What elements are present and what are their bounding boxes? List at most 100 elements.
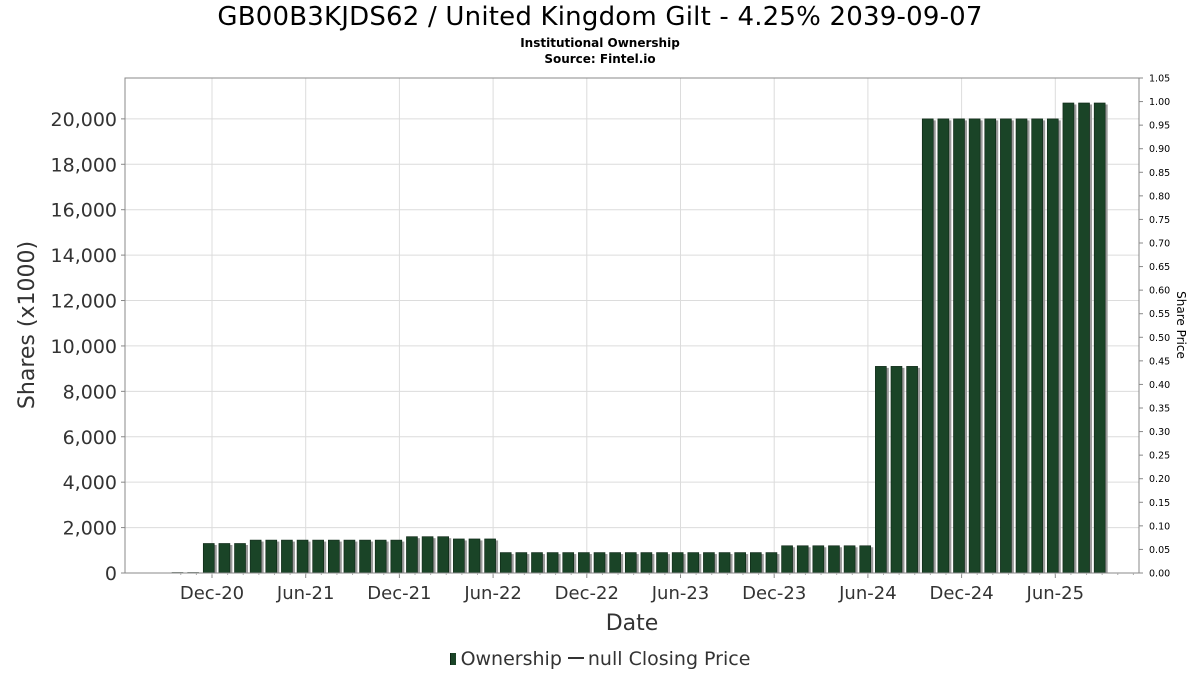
y2-tick-label: 0.00 bbox=[1149, 569, 1170, 580]
ownership-bar bbox=[593, 552, 606, 574]
ownership-bar bbox=[671, 552, 684, 574]
ownership-bar bbox=[453, 538, 465, 574]
ownership-bar bbox=[781, 545, 793, 574]
ownership-bar bbox=[765, 552, 778, 574]
x-tick-label: Dec-23 bbox=[742, 583, 806, 604]
x-tick-label: Dec-20 bbox=[180, 583, 244, 604]
ownership-bar bbox=[390, 539, 403, 574]
x-tick-label: Dec-21 bbox=[367, 583, 431, 604]
ownership-swatch bbox=[449, 653, 456, 665]
ownership-bar bbox=[1000, 118, 1012, 574]
ownership-bar bbox=[374, 539, 387, 574]
ownership-bar bbox=[296, 539, 309, 574]
y-tick-label: 2,000 bbox=[63, 518, 117, 540]
y2-tick-label: 0.35 bbox=[1149, 404, 1170, 415]
ownership-bar bbox=[640, 552, 653, 574]
y2-tick-label: 0.95 bbox=[1149, 121, 1170, 132]
ownership-bar bbox=[812, 545, 825, 574]
ownership-bar bbox=[875, 366, 887, 574]
ownership-bar bbox=[796, 545, 809, 574]
x-axis-label: Date bbox=[606, 611, 659, 636]
ownership-bar bbox=[515, 552, 528, 574]
y2-tick-label: 0.40 bbox=[1149, 380, 1170, 391]
ownership-bar bbox=[921, 118, 934, 574]
ownership-bar bbox=[406, 536, 418, 574]
y-tick-label: 20,000 bbox=[51, 109, 117, 131]
y-tick-label: 18,000 bbox=[51, 154, 117, 176]
y-tick-label: 10,000 bbox=[51, 336, 117, 358]
ownership-bar bbox=[859, 545, 872, 574]
ownership-bar bbox=[937, 118, 950, 574]
ownership-bar bbox=[1062, 102, 1075, 574]
y-tick-label: 4,000 bbox=[63, 472, 117, 494]
ownership-bar bbox=[249, 539, 262, 574]
ownership-bar bbox=[1015, 118, 1028, 574]
y2-tick-label: 0.10 bbox=[1149, 521, 1170, 532]
y2-tick-label: 0.65 bbox=[1149, 262, 1170, 273]
y-tick-label: 6,000 bbox=[63, 427, 117, 449]
y2-tick-label: 0.55 bbox=[1149, 309, 1170, 320]
y2-tick-label: 0.85 bbox=[1149, 168, 1170, 179]
y2-axis: 0.00 0.05 0.10 0.15 0.20 0.25 0.30 0.35 0.40 0.45… bbox=[1139, 74, 1170, 580]
ownership-bar bbox=[327, 539, 340, 574]
ownership-bar bbox=[578, 552, 590, 574]
y-axis-label: Shares (x1000) bbox=[15, 241, 40, 409]
x-tick-label: Jun-21 bbox=[276, 583, 335, 604]
y-tick-label: 14,000 bbox=[51, 245, 117, 267]
ownership-bar bbox=[953, 118, 965, 574]
ownership-bar bbox=[218, 543, 231, 574]
ownership-bar bbox=[359, 539, 371, 574]
closing-price-line-swatch bbox=[567, 657, 584, 659]
ownership-bar bbox=[703, 552, 715, 574]
ownership-bar bbox=[687, 552, 700, 574]
ownership-bar bbox=[1093, 102, 1106, 574]
y2-tick-label: 0.60 bbox=[1149, 286, 1170, 297]
y2-tick-label: 1.05 bbox=[1149, 74, 1170, 85]
ownership-bar bbox=[1078, 102, 1090, 574]
x-tick-label: Jun-22 bbox=[463, 583, 522, 604]
y2-tick-label: 0.20 bbox=[1149, 474, 1170, 485]
x-tick-label: Jun-25 bbox=[1026, 583, 1085, 604]
ownership-bar bbox=[984, 118, 997, 574]
y2-tick-label: 0.90 bbox=[1149, 144, 1170, 155]
y2-tick-label: 0.45 bbox=[1149, 356, 1170, 367]
y2-tick-label: 0.50 bbox=[1149, 333, 1170, 344]
y2-tick-label: 0.75 bbox=[1149, 215, 1170, 226]
x-tick-label: Dec-22 bbox=[555, 583, 619, 604]
ownership-bar bbox=[484, 538, 496, 574]
chart-subtitle: Institutional Ownership bbox=[520, 36, 680, 50]
ownership-bar bbox=[750, 552, 762, 574]
plot-frame bbox=[124, 77, 1140, 574]
ownership-bar bbox=[718, 552, 731, 574]
y-tick-label: 12,000 bbox=[51, 291, 117, 313]
y-tick-label: 0 bbox=[105, 563, 117, 585]
chart-title: GB00B3KJDS62 / United Kingdom Gilt - 4.2… bbox=[217, 2, 983, 32]
y-axis: 0 2,000 4,000 6,000 8,000 10,000 12,000 14,000 1… bbox=[51, 109, 125, 585]
ownership-bar bbox=[1046, 118, 1059, 574]
chart-source: Source: Fintel.io bbox=[544, 52, 656, 66]
y2-tick-label: 0.15 bbox=[1149, 498, 1170, 509]
ownership-bar bbox=[531, 552, 543, 574]
y2-tick-label: 0.25 bbox=[1149, 451, 1170, 462]
legend: Ownership null Closing Price bbox=[0, 648, 1200, 670]
ownership-bar bbox=[281, 539, 293, 574]
ownership-bar bbox=[562, 552, 575, 574]
ownership-bar bbox=[343, 539, 356, 574]
ownership-bar bbox=[656, 552, 668, 574]
ownership-bar bbox=[890, 366, 903, 574]
ownership-bar bbox=[202, 543, 215, 574]
ownership-bar bbox=[421, 536, 434, 574]
y2-tick-label: 0.30 bbox=[1149, 427, 1170, 438]
ownership-bar bbox=[546, 552, 559, 574]
y2-tick-label: 0.80 bbox=[1149, 191, 1170, 202]
ownership-bar bbox=[843, 545, 856, 574]
ownership-bar bbox=[468, 538, 481, 574]
y2-tick-label: 0.05 bbox=[1149, 545, 1170, 556]
ownership-bar bbox=[828, 545, 840, 574]
ownership-bar bbox=[624, 552, 637, 574]
ownership-bar bbox=[265, 539, 278, 574]
ownership-bar bbox=[968, 118, 981, 574]
legend-ownership: Ownership bbox=[460, 648, 562, 670]
ownership-bar bbox=[1031, 118, 1043, 574]
